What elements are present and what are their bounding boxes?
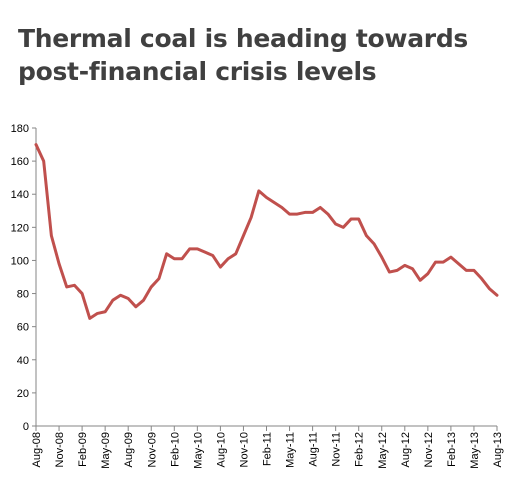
data-point [103, 310, 107, 313]
y-tick-label: 20 [17, 388, 29, 400]
x-tick-label: Aug-13 [492, 432, 504, 467]
x-tick-label: May-12 [377, 432, 389, 469]
data-point [411, 267, 414, 270]
data-point [127, 297, 130, 300]
data-point [418, 279, 422, 282]
data-point [226, 257, 230, 260]
data-point [203, 250, 207, 254]
data-point [280, 206, 284, 209]
data-point [57, 262, 61, 265]
series-line [34, 143, 499, 320]
data-point [272, 201, 276, 204]
x-tick-label: Aug-12 [400, 432, 412, 467]
data-point [34, 143, 38, 146]
data-point [334, 222, 337, 226]
data-point [480, 277, 483, 280]
data-point [219, 265, 222, 269]
x-tick-label: Aug-09 [123, 432, 135, 467]
y-tick-label: 80 [17, 289, 29, 301]
x-tick-label: Nov-10 [238, 432, 250, 467]
data-point [380, 255, 383, 259]
data-point [388, 270, 391, 274]
data-point [465, 269, 468, 272]
data-point [234, 252, 237, 256]
y-tick-label: 180 [11, 123, 29, 135]
data-point [157, 277, 161, 280]
x-tick-label: Nov-11 [331, 432, 343, 467]
series-layer [34, 143, 499, 320]
x-tick-label: Feb-10 [169, 432, 181, 467]
data-point [442, 260, 445, 264]
y-tick-label: 100 [11, 255, 29, 267]
data-point [119, 294, 122, 297]
y-tick-label: 160 [11, 156, 29, 168]
x-tick-label: Aug-11 [308, 432, 320, 467]
data-point [296, 212, 299, 216]
data-point [196, 247, 199, 251]
x-tick-label: Nov-08 [54, 432, 66, 467]
y-tick-label: 40 [17, 355, 29, 367]
data-point [434, 260, 437, 264]
data-point [342, 226, 345, 229]
y-tick-label: 140 [11, 189, 29, 201]
data-point [211, 254, 214, 257]
data-point [265, 196, 268, 199]
data-point [150, 285, 153, 289]
data-point [303, 211, 307, 214]
x-tick-label: Aug-10 [215, 432, 227, 467]
data-point [165, 252, 168, 256]
data-point [319, 206, 322, 209]
data-point [395, 269, 399, 272]
x-tick-label: May-10 [192, 432, 204, 469]
data-point [257, 189, 261, 193]
data-point [365, 234, 368, 237]
data-point [50, 234, 53, 237]
data-point [488, 287, 491, 290]
data-point [403, 264, 406, 267]
data-point [426, 272, 430, 275]
data-point [495, 294, 499, 297]
data-point [96, 312, 99, 315]
data-point [449, 255, 453, 259]
data-point [249, 216, 253, 219]
data-point [188, 247, 191, 251]
data-point [142, 298, 145, 302]
data-point [80, 292, 84, 295]
data-point [326, 212, 330, 216]
data-point [134, 305, 138, 308]
data-point [180, 257, 184, 260]
x-tick-label: May-09 [100, 432, 112, 469]
x-tick-label: May-13 [469, 432, 481, 469]
data-point [242, 234, 245, 237]
chart-title: Thermal coal is heading towards post-fin… [18, 24, 469, 86]
x-tick-label: Feb-13 [446, 432, 458, 467]
y-tick-label: 0 [23, 421, 29, 433]
data-point [349, 217, 353, 221]
data-point [111, 298, 115, 302]
data-point [73, 284, 76, 287]
x-tick-label: Nov-09 [146, 432, 158, 467]
data-point [173, 257, 176, 260]
x-tick-label: Aug-08 [31, 432, 43, 467]
data-point [288, 212, 291, 216]
y-tick-label: 120 [11, 222, 29, 234]
y-tick-label: 60 [17, 322, 29, 334]
data-point [457, 262, 460, 265]
x-tick-label: May-11 [285, 432, 297, 468]
data-point [357, 217, 360, 221]
data-point [65, 285, 68, 289]
x-tick-label: Feb-12 [354, 432, 366, 467]
x-tick-label: Feb-11 [262, 432, 274, 466]
x-tick-label: Nov-12 [423, 432, 435, 467]
data-point [311, 211, 314, 214]
data-point [88, 317, 91, 320]
y-axis: 0 20 40 60 80 100 120 140 160 180 [11, 123, 37, 433]
x-tick-label: Feb-09 [77, 432, 89, 467]
x-axis: Aug-08 Nov-08 Feb-09 May-09 Aug-09 Nov-09 Feb-… [31, 425, 504, 469]
data-point [42, 159, 45, 163]
data-point [472, 269, 476, 272]
data-point [372, 242, 376, 246]
